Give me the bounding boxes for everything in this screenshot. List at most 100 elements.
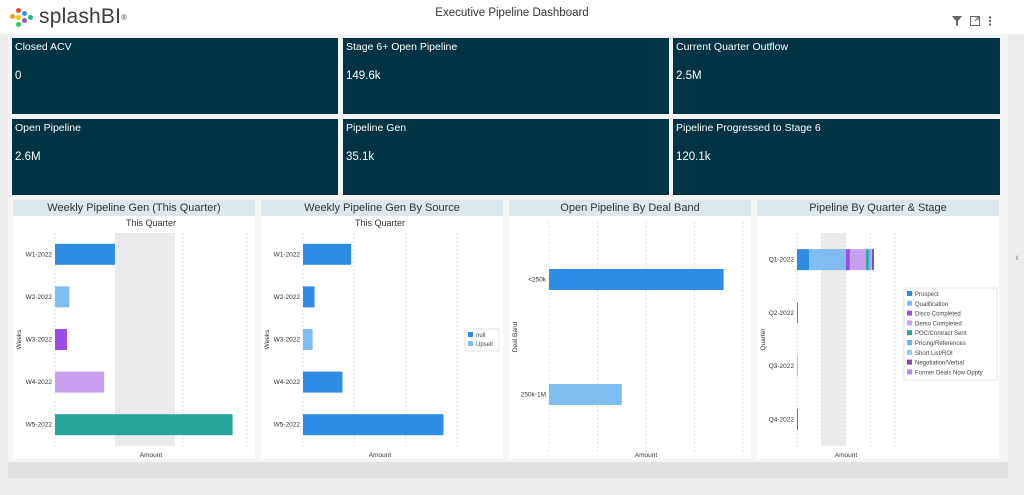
y-axis-label: Quarter — [760, 328, 767, 351]
bar-segment — [797, 302, 798, 324]
kebab-menu-icon[interactable] — [988, 16, 992, 29]
bar — [55, 286, 70, 308]
chart-title: This Quarter — [355, 218, 405, 228]
legend-label: POC/Contract Sent — [915, 331, 967, 337]
legend-label: Upsell — [476, 342, 493, 348]
legend-swatch — [907, 349, 912, 355]
chart-open-pipeline-by-deal-band: Amount Deal Band <250k 250k-1M — [512, 222, 744, 459]
bar-segment — [868, 249, 871, 271]
legend-swatch — [907, 320, 912, 326]
x-axis-label: Amount — [369, 452, 392, 459]
collapse-panel-chevron-icon[interactable]: ‹ — [1015, 252, 1019, 264]
y-tick-label: <250k — [528, 277, 547, 284]
bottom-scroll-area — [8, 462, 1008, 478]
y-tick-label: 250k-1M — [521, 392, 546, 399]
y-tick-label: W5-2022 — [26, 422, 53, 429]
x-axis-label: Amount — [140, 452, 163, 459]
panel-weekly-pipeline-gen-by-source: Weekly Pipeline Gen By Source This Quart… — [261, 200, 503, 459]
legend-label: Short List/ROI — [915, 351, 953, 357]
legend-box — [464, 328, 500, 352]
kpi-pipeline-gen[interactable]: Pipeline Gen 35.1k — [343, 119, 669, 195]
kpi-stage6-open-pipeline[interactable]: Stage 6+ Open Pipeline 149.6k — [343, 38, 669, 114]
legend-label: Prospect — [915, 292, 939, 298]
kpi-open-pipeline[interactable]: Open Pipeline 2.6M — [12, 119, 338, 195]
y-tick-label: W4-2022 — [26, 379, 53, 386]
kpi-title: Pipeline Progressed to Stage 6 — [676, 122, 821, 134]
bar — [303, 371, 343, 393]
bar — [303, 286, 315, 308]
legend-swatch — [907, 359, 912, 365]
legend-label: Negotiation/Verbal — [915, 361, 964, 367]
bar — [549, 384, 622, 405]
dashboard-title: Executive Pipeline Dashboard — [435, 7, 589, 19]
bar-segment — [871, 249, 874, 271]
legend-swatch — [907, 340, 912, 345]
y-axis-label: Deal Band — [512, 321, 519, 352]
x-axis-label: Amount — [835, 452, 858, 459]
kpi-value: 2.5M — [676, 70, 702, 82]
y-tick-label: Q3-2022 — [769, 363, 795, 370]
legend-box — [903, 287, 998, 381]
kpi-title: Pipeline Gen — [346, 122, 407, 134]
filter-icon[interactable] — [952, 16, 962, 29]
kpi-pipeline-progressed-stage6[interactable]: Pipeline Progressed to Stage 6 120.1k — [673, 119, 1000, 195]
panel-title: Weekly Pipeline Gen By Source — [261, 200, 503, 216]
bar-segment — [870, 249, 872, 271]
chart-pipeline-by-quarter-stage: Amount Quarter Q1-2022 Q2-2022 Q3-2022 Q4-202… — [760, 233, 998, 459]
legend-label: Disco Completed — [915, 312, 961, 318]
kpi-title: Open Pipeline — [15, 122, 81, 134]
y-axis-label: Weeks — [264, 329, 271, 349]
legend-label: null — [476, 333, 485, 339]
legend-swatch — [907, 310, 912, 316]
y-tick-label: Q1-2022 — [769, 257, 795, 264]
bar — [303, 414, 444, 436]
logo-registered-mark: ® — [121, 12, 128, 22]
y-tick-label: W1-2022 — [26, 251, 53, 258]
bar-segment — [866, 249, 869, 271]
bar — [55, 371, 105, 393]
legend-swatch — [907, 300, 912, 306]
panel-weekly-pipeline-gen: Weekly Pipeline Gen (This Quarter) This … — [13, 200, 255, 459]
bar — [303, 329, 313, 350]
kpi-current-quarter-outflow[interactable]: Current Quarter Outflow 2.5M — [673, 38, 1000, 114]
chart-weekly-pipeline-gen: This Quarter Amount Weeks W1-2022 W2-2022 W3-… — [16, 218, 248, 459]
bar-segment — [846, 249, 850, 271]
panel-pipeline-by-quarter-stage: Pipeline By Quarter & Stage Amount Quarte… — [757, 200, 999, 459]
x-axis-label: Amount — [635, 452, 658, 459]
kpi-title: Stage 6+ Open Pipeline — [346, 41, 458, 53]
legend-swatch — [468, 332, 473, 337]
panel-title: Weekly Pipeline Gen (This Quarter) — [13, 200, 255, 216]
expand-icon[interactable] — [970, 16, 980, 29]
y-tick-label: Q4-2022 — [769, 416, 795, 423]
bar — [55, 243, 115, 265]
panel-title: Pipeline By Quarter & Stage — [757, 200, 999, 216]
legend-swatch — [468, 341, 473, 346]
y-tick-label: W5-2022 — [274, 422, 301, 429]
kpi-title: Closed ACV — [15, 41, 72, 53]
y-tick-label: W4-2022 — [274, 379, 301, 386]
kpi-closed-acv[interactable]: Closed ACV 0 — [12, 38, 338, 114]
splashbi-logo: splashBI ® — [10, 4, 127, 30]
y-tick-label: W2-2022 — [26, 294, 53, 301]
y-axis-label: Weeks — [16, 329, 23, 349]
panel-title: Open Pipeline By Deal Band — [509, 200, 751, 216]
legend-swatch — [907, 291, 912, 296]
legend-label: Qualification — [915, 302, 948, 308]
bar — [55, 329, 67, 350]
bar — [549, 269, 724, 290]
kpi-value: 120.1k — [676, 151, 711, 163]
y-tick-label: W3-2022 — [274, 337, 301, 344]
y-tick-label: W3-2022 — [26, 337, 53, 344]
y-tick-label: W2-2022 — [274, 294, 301, 301]
logo-text: splashBI — [39, 5, 122, 28]
kpi-value: 35.1k — [346, 151, 375, 163]
legend-swatch — [907, 369, 912, 375]
legend-swatch — [907, 330, 912, 336]
bar-segment — [809, 249, 846, 271]
y-tick-label: W1-2022 — [274, 251, 301, 258]
bar-segment — [797, 408, 798, 430]
toolbar — [952, 16, 992, 29]
legend-label: Former Deals Now Oppty — [915, 370, 983, 376]
bar — [303, 243, 352, 265]
logo-dots-icon — [10, 6, 36, 28]
